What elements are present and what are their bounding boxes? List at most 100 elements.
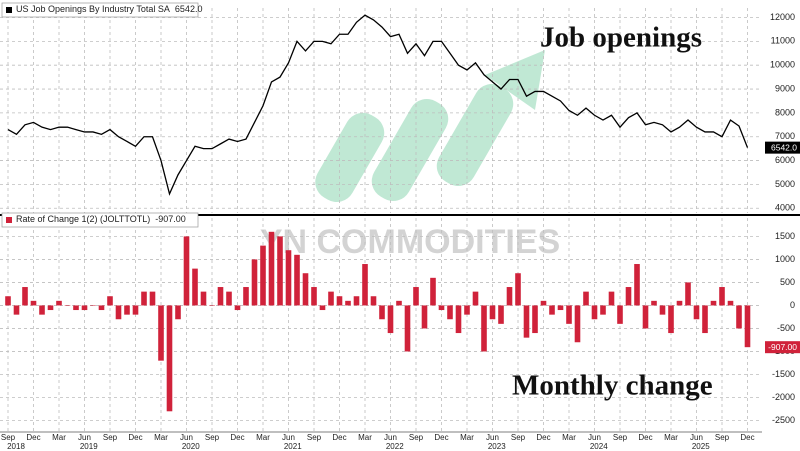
x-tick-label: Mar bbox=[154, 433, 168, 442]
bar bbox=[209, 305, 215, 306]
legend-name: Rate of Change 1(2) (JOLTTOTL) bbox=[16, 214, 150, 224]
bar bbox=[642, 305, 649, 329]
y-tick-label: 10000 bbox=[770, 60, 795, 70]
y-tick-label: 6000 bbox=[775, 155, 795, 165]
y-tick-label: 500 bbox=[780, 277, 795, 287]
x-tick-label: Mar bbox=[562, 433, 576, 442]
bar bbox=[47, 305, 54, 311]
bar bbox=[251, 259, 258, 306]
bar bbox=[574, 305, 581, 343]
bar bbox=[277, 236, 283, 306]
line bbox=[7, 14, 749, 196]
bar bbox=[226, 291, 232, 306]
bar bbox=[455, 305, 462, 334]
y-tick-label: -1500 bbox=[772, 369, 795, 379]
legend-last: 6542.0 bbox=[175, 4, 203, 14]
annotation: Monthly change bbox=[512, 370, 713, 402]
bar bbox=[175, 305, 181, 320]
bar bbox=[744, 305, 751, 348]
bar bbox=[668, 305, 674, 334]
bar bbox=[115, 305, 122, 320]
x-year-label: 2021 bbox=[284, 442, 302, 451]
bar bbox=[608, 291, 615, 306]
bar bbox=[311, 287, 317, 306]
bar bbox=[693, 305, 700, 320]
x-tick-label: Mar bbox=[664, 433, 678, 442]
bar bbox=[659, 305, 666, 315]
bar bbox=[141, 291, 147, 306]
x-tick-label: Dec bbox=[128, 433, 142, 442]
legend-last: -907.00 bbox=[155, 214, 186, 224]
x-tick-label: Dec bbox=[332, 433, 346, 442]
bar bbox=[183, 236, 190, 306]
last-value-label: -907.00 bbox=[768, 342, 797, 352]
bar bbox=[260, 245, 266, 306]
bar bbox=[132, 305, 139, 315]
bar bbox=[727, 300, 734, 306]
bar bbox=[498, 305, 504, 324]
x-tick-label: Jun bbox=[690, 433, 703, 442]
bar bbox=[557, 305, 564, 311]
x-tick-label: Jun bbox=[486, 433, 499, 442]
bar bbox=[5, 296, 11, 306]
y-tick-label: 5000 bbox=[775, 179, 795, 189]
bar bbox=[617, 305, 623, 324]
annotation: Job openings bbox=[540, 22, 702, 54]
legend: Rate of Change 1(2) (JOLTTOTL) -907.00 bbox=[1, 212, 199, 228]
x-tick-label: Dec bbox=[740, 433, 754, 442]
bar bbox=[158, 305, 164, 361]
bar bbox=[566, 305, 572, 324]
y-tick-label: 1500 bbox=[775, 231, 795, 241]
x-tick-label: Sep bbox=[307, 433, 322, 442]
x-tick-label: Sep bbox=[613, 433, 628, 442]
bar bbox=[73, 305, 79, 311]
y-tick-label: 0 bbox=[790, 300, 795, 310]
bar bbox=[124, 305, 130, 315]
last-value-tag bbox=[765, 141, 800, 154]
legend: US Job Openings By Industry Total SA 6542… bbox=[1, 2, 203, 18]
bar bbox=[430, 277, 436, 306]
bar bbox=[651, 300, 657, 306]
bar bbox=[600, 305, 606, 315]
bar bbox=[489, 305, 496, 320]
bar bbox=[98, 305, 105, 311]
bar bbox=[345, 300, 351, 306]
bar bbox=[591, 305, 598, 320]
bar bbox=[404, 305, 411, 352]
bar bbox=[396, 300, 402, 306]
bar bbox=[447, 305, 453, 320]
y-tick-label: 7000 bbox=[775, 131, 795, 141]
bar bbox=[625, 287, 632, 306]
bar bbox=[302, 273, 309, 306]
x-tick-label: Dec bbox=[638, 433, 652, 442]
x-tick-label: Jun bbox=[78, 433, 91, 442]
bar bbox=[149, 291, 156, 306]
x-year-label: 2019 bbox=[80, 442, 98, 451]
last-value-label: 6542.0 bbox=[771, 142, 797, 152]
y-tick-label: 8000 bbox=[775, 107, 795, 117]
bar bbox=[192, 268, 198, 306]
bar bbox=[481, 305, 487, 352]
x-year-label: 2024 bbox=[590, 442, 608, 451]
x-tick-label: Mar bbox=[460, 433, 474, 442]
y-tick-label: -2000 bbox=[772, 392, 795, 402]
bar bbox=[166, 305, 173, 412]
bar bbox=[676, 300, 683, 306]
bar bbox=[56, 300, 62, 306]
bar bbox=[515, 273, 521, 306]
y-tick-label: 4000 bbox=[775, 203, 795, 213]
x-tick-label: Jun bbox=[588, 433, 601, 442]
y-tick-label: 9000 bbox=[775, 83, 795, 93]
legend-swatch bbox=[6, 7, 12, 13]
bar bbox=[217, 287, 224, 306]
bar bbox=[438, 305, 445, 311]
bar bbox=[22, 287, 28, 306]
x-tick-label: Mar bbox=[256, 433, 270, 442]
bar bbox=[30, 300, 37, 306]
bar bbox=[583, 291, 589, 306]
legend-name: US Job Openings By Industry Total SA bbox=[16, 4, 170, 14]
x-tick-label: Dec bbox=[26, 433, 40, 442]
bar bbox=[64, 305, 71, 306]
legend-box bbox=[1, 2, 199, 18]
bar bbox=[319, 305, 326, 311]
